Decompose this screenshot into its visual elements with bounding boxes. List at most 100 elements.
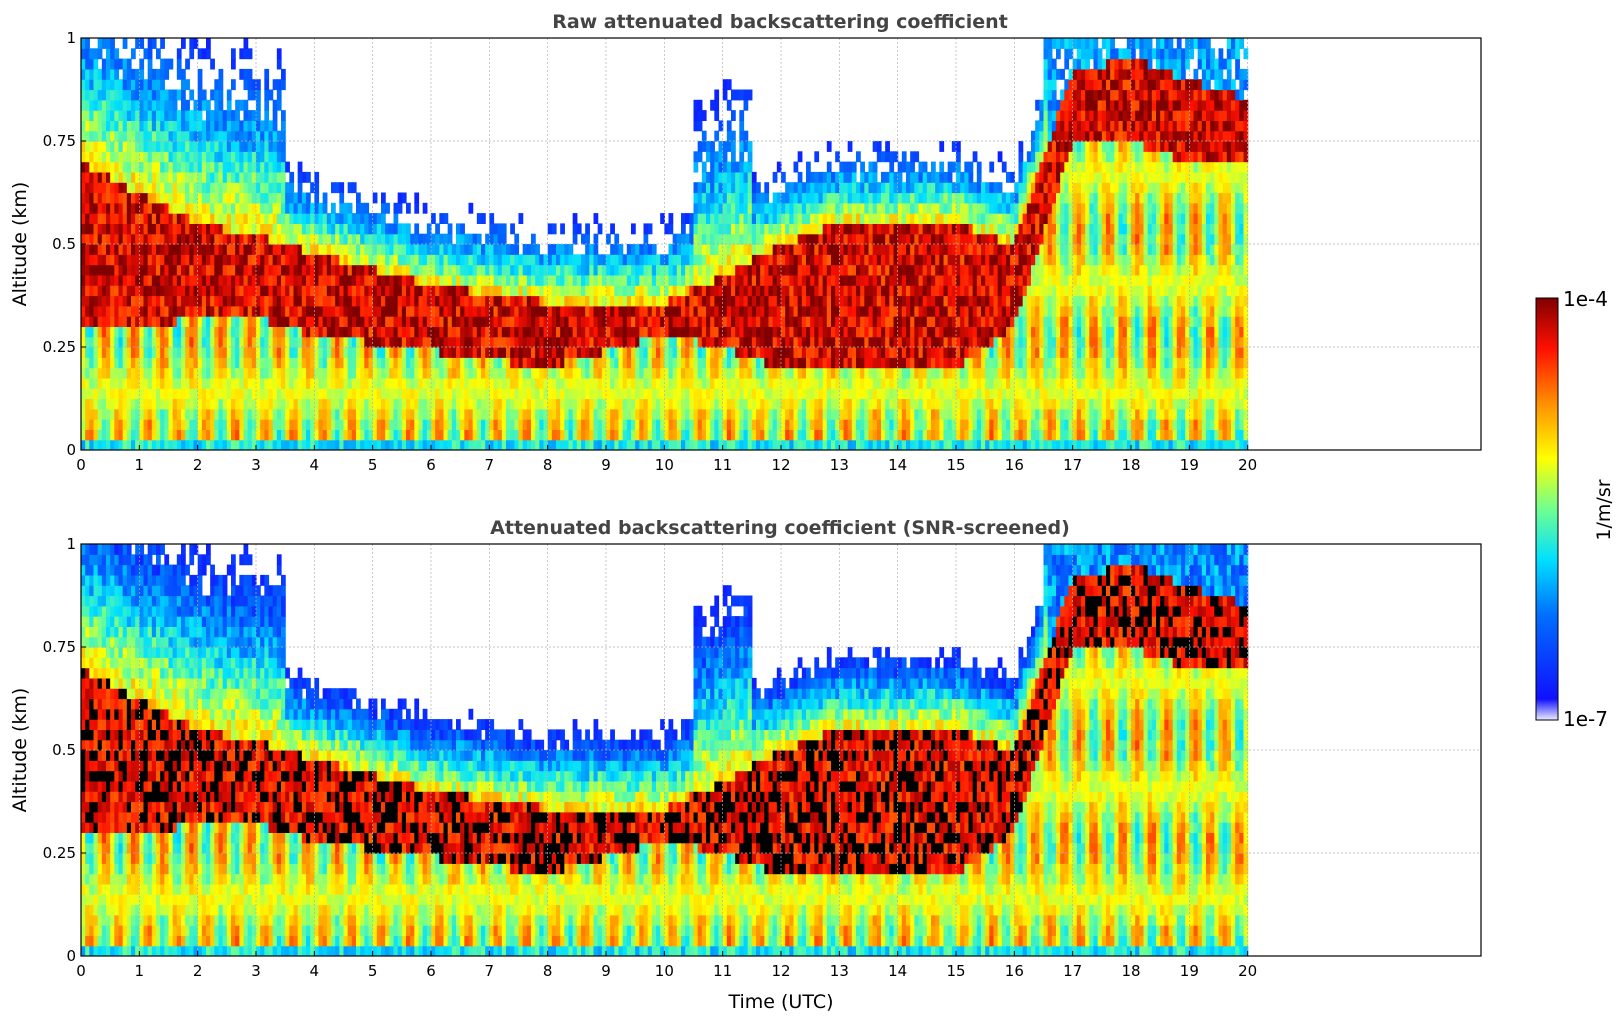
heatmap-cell	[735, 388, 740, 400]
heatmap-cell	[147, 254, 153, 266]
heatmap-cell	[110, 48, 115, 60]
heatmap-cell	[664, 419, 670, 430]
heatmap-cell	[272, 316, 278, 327]
heatmap-cell	[285, 357, 290, 369]
heatmap-cell	[614, 295, 620, 307]
heatmap-cell	[410, 398, 415, 410]
heatmap-cell	[410, 419, 415, 430]
heatmap-cell	[622, 419, 628, 430]
heatmap-cell	[247, 110, 253, 121]
heatmap-cell	[281, 141, 286, 152]
heatmap-cell	[501, 285, 507, 297]
heatmap-cell	[172, 388, 178, 400]
heatmap-cell	[431, 254, 436, 266]
heatmap-cell	[185, 264, 190, 276]
heatmap-cell	[701, 161, 707, 173]
heatmap-cell	[622, 398, 628, 410]
heatmap-cell	[114, 264, 120, 276]
heatmap-cell	[126, 347, 132, 358]
heatmap-cell	[664, 316, 670, 327]
heatmap-cell	[197, 192, 203, 204]
heatmap-cell	[139, 213, 145, 224]
heatmap-cell	[197, 161, 203, 173]
heatmap-cell	[243, 316, 249, 327]
heatmap-cell	[681, 285, 686, 297]
heatmap-cell	[364, 285, 370, 297]
heatmap-cell	[556, 347, 561, 358]
heatmap-cell	[310, 295, 315, 307]
heatmap-cell	[114, 419, 120, 430]
heatmap-cell	[764, 254, 770, 266]
heatmap-cell	[835, 377, 840, 389]
heatmap-cell	[139, 244, 145, 255]
heatmap-cell	[260, 274, 265, 286]
heatmap-cell	[693, 336, 699, 348]
heatmap-cell	[251, 233, 257, 245]
heatmap-cell	[489, 429, 495, 441]
heatmap-cell	[168, 285, 174, 297]
heatmap-cell	[139, 254, 145, 266]
heatmap-cell	[210, 285, 215, 297]
heatmap-cell	[510, 305, 515, 317]
heatmap-cell	[835, 233, 840, 245]
heatmap-cell	[126, 408, 132, 420]
heatmap-cell	[818, 439, 824, 450]
heatmap-cell	[251, 336, 257, 348]
heatmap-cell	[639, 264, 645, 276]
heatmap-cell	[739, 336, 745, 348]
heatmap-cell	[814, 347, 820, 358]
heatmap-cell	[701, 244, 707, 255]
heatmap-cell	[460, 295, 465, 307]
heatmap-cell	[518, 264, 524, 276]
heatmap-cell	[118, 316, 124, 327]
heatmap-cell	[218, 336, 224, 348]
heatmap-cell	[472, 264, 478, 276]
heatmap-cell	[247, 223, 253, 235]
heatmap-cell	[285, 429, 290, 441]
heatmap-cell	[176, 295, 182, 307]
heatmap-cell	[606, 419, 611, 430]
heatmap-cell	[306, 202, 311, 214]
heatmap-cell	[743, 285, 749, 297]
heatmap-cell	[710, 295, 715, 307]
heatmap-cell	[222, 264, 228, 276]
heatmap-cell	[456, 285, 461, 297]
heatmap-cell	[114, 171, 120, 183]
heatmap-cell	[751, 244, 757, 255]
heatmap-cell	[464, 367, 470, 379]
heatmap-cell	[676, 285, 682, 297]
heatmap-cell	[376, 295, 382, 307]
heatmap-cell	[564, 295, 570, 307]
heatmap-cell	[114, 161, 120, 173]
heatmap-cell	[93, 89, 99, 101]
heatmap-cell	[797, 429, 803, 441]
heatmap-cell	[451, 398, 457, 410]
heatmap-cell	[214, 357, 220, 369]
heatmap-cell	[293, 439, 299, 450]
heatmap-cell	[710, 223, 715, 235]
heatmap-cell	[526, 264, 532, 276]
heatmap-cell	[310, 419, 315, 430]
heatmap-cell	[139, 99, 145, 111]
heatmap-cell	[126, 274, 132, 286]
heatmap-cell	[781, 377, 786, 389]
heatmap-cell	[514, 347, 520, 358]
heatmap-cell	[93, 254, 99, 266]
heatmap-cell	[281, 429, 286, 441]
heatmap-cell	[126, 264, 132, 276]
heatmap-cell	[193, 254, 199, 266]
heatmap-cell	[647, 408, 653, 420]
heatmap-cell	[526, 254, 532, 266]
heatmap-cell	[626, 388, 632, 400]
heatmap-cell	[264, 141, 270, 152]
heatmap-cell	[314, 274, 320, 286]
heatmap-cell	[143, 326, 149, 338]
heatmap-cell	[281, 377, 286, 389]
heatmap-cell	[160, 202, 165, 214]
heatmap-cell	[297, 254, 303, 266]
heatmap-cell	[126, 377, 132, 389]
heatmap-cell	[139, 377, 145, 389]
heatmap-cell	[135, 336, 140, 348]
heatmap-cell	[89, 130, 95, 142]
heatmap-cell	[260, 151, 265, 163]
